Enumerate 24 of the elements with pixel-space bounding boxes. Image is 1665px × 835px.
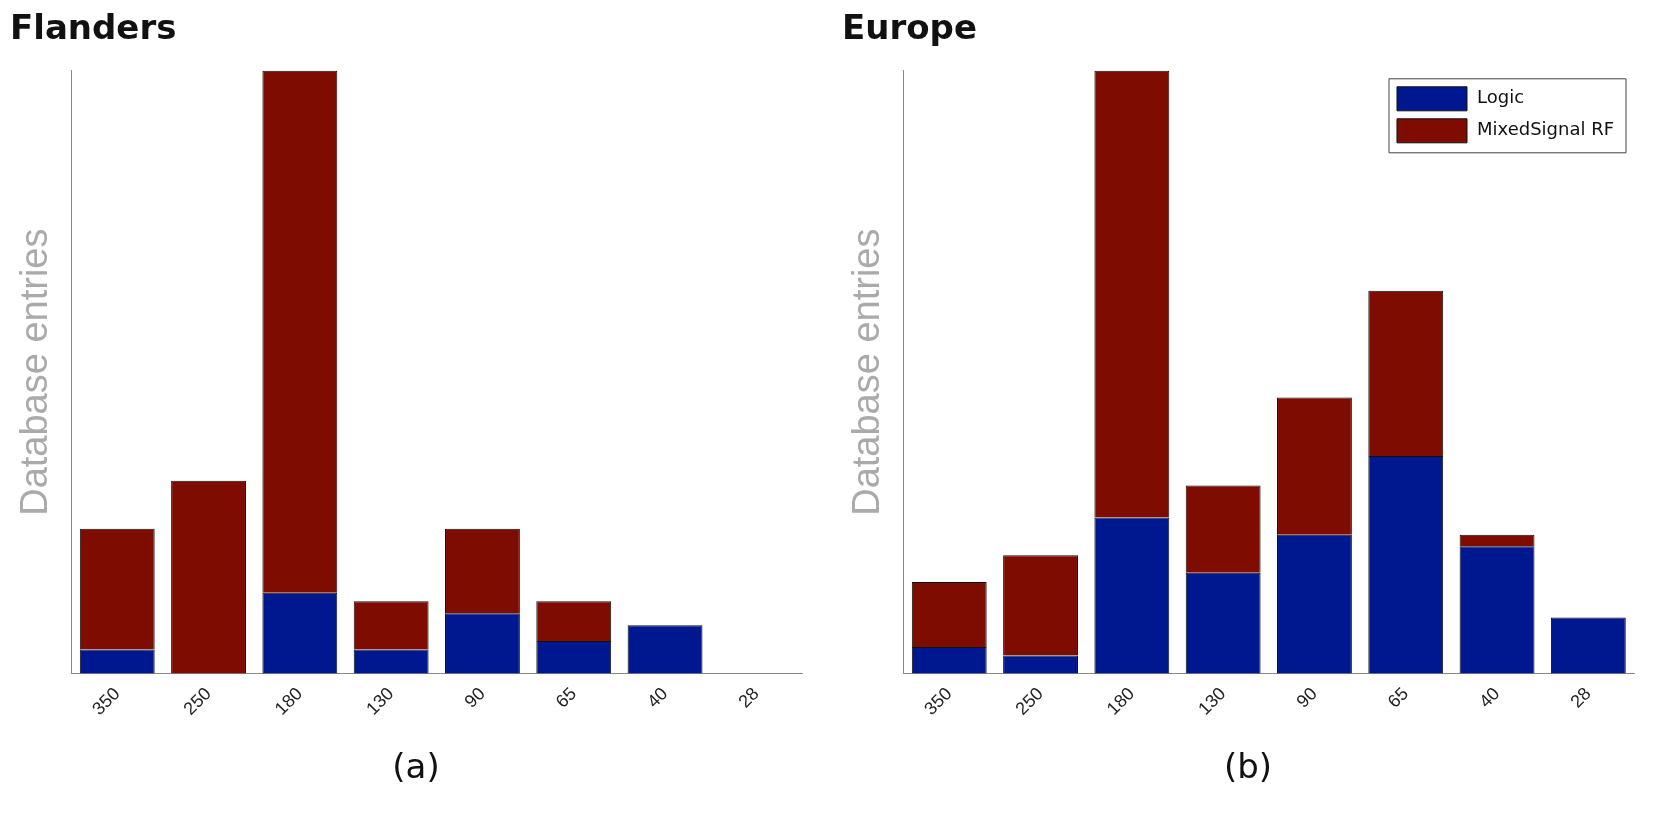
- x-tick-label: 250: [1011, 683, 1047, 719]
- x-tick-label: 28: [1566, 683, 1595, 712]
- x-tick-label: 28: [734, 683, 763, 712]
- text: (b): [1222, 746, 1274, 786]
- chart-title: Europe: [842, 7, 977, 48]
- x-tick-label: 130: [362, 683, 398, 719]
- x-tick-label: 180: [1102, 683, 1139, 719]
- x-tick-label: 40: [1475, 683, 1504, 712]
- x-tick-label: 250: [179, 683, 215, 719]
- legend-label: Logic: [1477, 86, 1525, 108]
- x-tick-label: 350: [88, 683, 124, 719]
- x-tick-label: 90: [460, 683, 489, 712]
- chart-title: Flanders: [10, 7, 177, 48]
- x-tick-label: 180: [270, 683, 307, 719]
- y-axis-title: Database entries: [845, 228, 888, 516]
- x-tick-label: 90: [1292, 683, 1321, 712]
- legend-label: MixedSignal RF: [1477, 118, 1615, 140]
- x-tick-label: 130: [1194, 683, 1230, 719]
- x-tick-label: 65: [551, 683, 581, 712]
- y-axis-title: Database entries: [13, 228, 56, 516]
- x-tick-label: 40: [643, 683, 672, 712]
- text: (a): [391, 746, 441, 786]
- x-tick-label: 350: [920, 683, 956, 719]
- x-tick-label: 65: [1383, 683, 1413, 712]
